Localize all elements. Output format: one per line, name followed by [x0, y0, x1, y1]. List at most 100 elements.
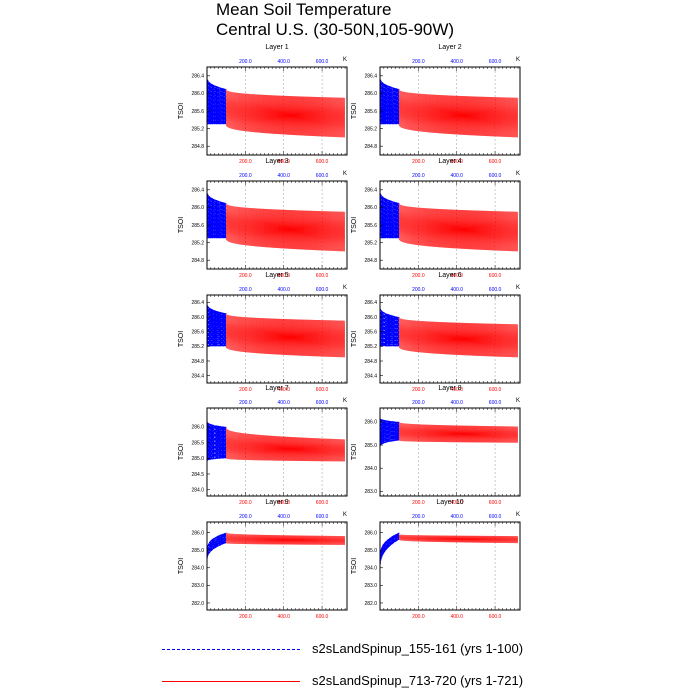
series-155-161-line: [379, 305, 400, 347]
x-tick-label-bottom: 400.0: [277, 614, 290, 620]
x-tick-label-bottom: 600.0: [316, 614, 329, 620]
y-axis-label: TSOI: [178, 217, 185, 233]
series-155-161-line: [379, 189, 400, 239]
series-713-720-line: [398, 534, 519, 544]
x-tick-label-top: 600.0: [316, 59, 329, 65]
y-tick-label: 286.0: [191, 425, 204, 431]
y-tick-label: 286.0: [191, 530, 204, 536]
y-tick-label: 285.6: [191, 109, 204, 115]
y-tick-label: 285.2: [191, 240, 204, 246]
y-tick-label: 284.8: [364, 144, 377, 150]
panel-10: Layer 10 K TSOI 282.0 283.0 284.0 285.0 286.0 20…: [351, 499, 521, 620]
y-tick-label: 286.0: [191, 315, 204, 321]
x-tick-label-top: 600.0: [316, 287, 329, 293]
y-tick-label: 285.2: [191, 344, 204, 350]
legend-label-713-720: s2sLandSpinup_713-720 (yrs 1-721): [312, 673, 524, 688]
y-axis-label: TSOI: [178, 103, 185, 119]
x-tick-label-bottom: 200.0: [239, 159, 252, 165]
y-tick-label: 285.2: [191, 126, 204, 132]
y-tick-label: 285.2: [364, 240, 377, 246]
legend: s2sLandSpinup_155-161 (yrs 1-100) s2sLan…: [160, 640, 560, 690]
legend-solid-line-swatch: [162, 681, 300, 682]
y-tick-label: 286.0: [364, 205, 377, 211]
x-tick-label-top: 400.0: [277, 400, 290, 406]
series-713-720-line: [225, 426, 346, 462]
title-line-2: Central U.S. (30-50N,105-90W): [216, 20, 455, 39]
x-tick-label-top: 200.0: [412, 287, 425, 293]
y-tick-label: 284.8: [191, 258, 204, 264]
x-tick-label-top: 400.0: [450, 173, 463, 179]
x-tick-label-bottom: 400.0: [277, 159, 290, 165]
units-label: K: [516, 57, 520, 63]
plot-frame: [206, 407, 348, 497]
y-tick-label: 286.0: [364, 91, 377, 97]
series-713-720-line: [225, 313, 346, 358]
y-tick-label: 286.0: [364, 420, 377, 426]
y-axis-label: TSOI: [351, 558, 358, 574]
y-tick-label: 286.4: [191, 74, 204, 80]
panel-title: Layer 3: [265, 158, 288, 165]
x-tick-label-top: 400.0: [277, 514, 290, 520]
y-tick-label: 285.0: [364, 443, 377, 449]
panel-title: Layer 9: [265, 499, 288, 506]
units-label: K: [343, 57, 347, 63]
legend-dashed-line-swatch: [162, 649, 300, 650]
plot-frame: [379, 407, 521, 497]
x-tick-label-bottom: 400.0: [277, 273, 290, 279]
y-tick-label: 285.0: [364, 548, 377, 554]
series-155-161-line: [206, 189, 227, 239]
x-tick-label-top: 200.0: [239, 59, 252, 65]
panel-title: Layer 5: [265, 272, 288, 279]
series-713-720-line: [398, 88, 519, 138]
x-tick-label-bottom: 200.0: [412, 614, 425, 620]
series-155-161-line: [379, 417, 400, 446]
y-tick-label: 282.0: [364, 601, 377, 607]
y-tick-label: 285.6: [191, 329, 204, 335]
y-tick-label: 284.8: [364, 359, 377, 365]
panel-5: Layer 5 K TSOI 284.4 284.8 285.2 285.6 286.0 286…: [178, 272, 348, 393]
x-tick-label-bottom: 600.0: [489, 500, 502, 506]
units-label: K: [343, 171, 347, 177]
x-tick-label-top: 600.0: [489, 514, 502, 520]
y-tick-label: 286.4: [364, 188, 377, 194]
y-axis-label: TSOI: [351, 444, 358, 460]
y-tick-label: 284.4: [191, 373, 204, 379]
y-axis-label: TSOI: [351, 331, 358, 347]
y-axis-label: TSOI: [351, 103, 358, 119]
y-tick-label: 285.0: [191, 548, 204, 554]
series-713-720-line: [398, 316, 519, 358]
panel-title: Layer 8: [438, 385, 461, 392]
y-tick-label: 284.0: [364, 566, 377, 572]
plot-frame: [379, 521, 521, 611]
title-line-1: Mean Soil Temperature: [216, 0, 392, 19]
x-tick-label-bottom: 200.0: [239, 614, 252, 620]
x-tick-label-bottom: 600.0: [316, 500, 329, 506]
x-tick-label-top: 400.0: [450, 514, 463, 520]
y-tick-label: 284.0: [364, 466, 377, 472]
x-tick-label-bottom: 600.0: [489, 614, 502, 620]
x-tick-label-top: 400.0: [450, 287, 463, 293]
y-tick-label: 285.2: [364, 126, 377, 132]
x-tick-label-top: 400.0: [277, 287, 290, 293]
x-tick-label-bottom: 200.0: [412, 500, 425, 506]
x-tick-label-top: 200.0: [239, 400, 252, 406]
x-tick-label-top: 200.0: [412, 173, 425, 179]
x-tick-label-top: 600.0: [316, 173, 329, 179]
x-tick-label-top: 600.0: [489, 59, 502, 65]
x-tick-label-bottom: 400.0: [450, 387, 463, 393]
x-tick-label-bottom: 200.0: [239, 273, 252, 279]
units-label: K: [343, 285, 347, 291]
panel-1: Layer 1 K TSOI 284.8 285.2 285.6 286.0 286.4 200…: [178, 44, 348, 165]
x-tick-label-top: 400.0: [277, 173, 290, 179]
y-tick-label: 284.8: [191, 359, 204, 365]
y-tick-label: 285.6: [364, 109, 377, 115]
units-label: K: [516, 285, 520, 291]
y-axis-label: TSOI: [178, 331, 185, 347]
y-tick-label: 285.0: [191, 456, 204, 462]
y-tick-label: 285.6: [364, 329, 377, 335]
series-155-161-line: [206, 75, 227, 125]
series-713-720-line: [225, 202, 346, 252]
series-155-161-line: [379, 75, 400, 125]
panel-4: Layer 4 K TSOI 284.8 285.2 285.6 286.0 286.4 200…: [351, 158, 521, 279]
x-tick-label-top: 200.0: [412, 514, 425, 520]
